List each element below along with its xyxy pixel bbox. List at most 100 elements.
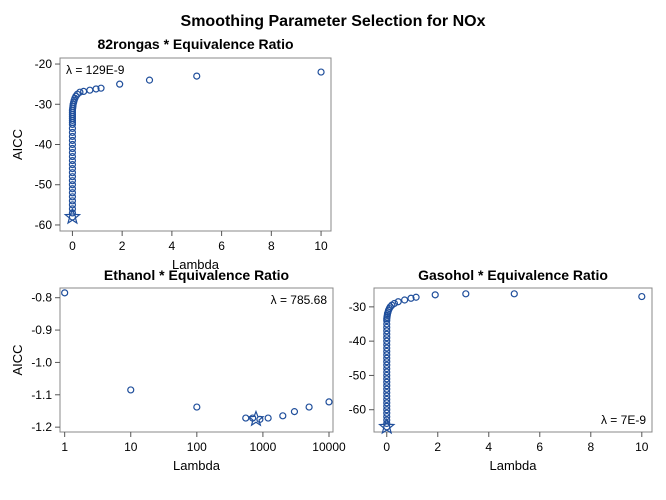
panel1-data-point [68,148,77,157]
panel3-data-point [383,358,391,366]
panel3-data-point [383,382,391,390]
panel1-x-axis-label: Lambda [172,257,220,272]
panel2-selected-star-icon [247,409,265,427]
panel1-data-point [97,84,105,92]
panel3-data-point [383,399,391,407]
panel1-x-tick-label: 8 [268,239,275,253]
panel3-selected-star-icon [378,417,396,435]
panel1-x-tick-label: 2 [119,239,126,253]
panel3-data-point [383,392,391,400]
panel1-data-point [92,85,100,93]
panel2-data-point [279,412,287,420]
panel2-x-tick-label: 1000 [250,440,277,454]
panel3-data-point [394,298,402,306]
panel1-data-point [68,169,77,177]
panel1-data-point [317,68,325,76]
panel3-data-point [383,378,391,386]
panel1-data-point [68,156,77,165]
panel3-data-point [383,320,391,328]
panel1-data-point [68,177,77,185]
panel3-data-point [510,290,518,298]
panel1-data-point [72,92,80,100]
panel3-data-point [383,361,391,369]
panel1-data-point [68,144,77,153]
panel2-data-point [325,398,333,406]
panel3-data-point [383,364,391,373]
panel3-data-point [390,299,399,308]
panel3-y-tick-label: -30 [349,300,367,314]
panel3-x-tick-label: 10 [635,440,649,454]
panel2-y-tick-label: -1.0 [31,355,52,369]
panel3-plot-frame [373,287,653,433]
panel1-data-point [68,165,77,173]
panel1-data-point [86,86,94,94]
panel3-x-tick-label: 4 [485,440,492,454]
panel2-y-tick-label: -1.1 [31,388,52,402]
panel2-y-axis-label: AICC [10,344,25,375]
panel3-data-point [383,402,391,410]
panel3-data-point [383,344,391,352]
panel1-data-point [68,128,77,137]
panel3-data-point [383,375,391,383]
panel1-y-tick-label: -50 [35,178,53,192]
panel1-x-tick-label: 10 [314,239,328,253]
panel3-x-tick-label: 6 [536,440,543,454]
panel3-y-tick-label: -50 [349,368,367,382]
panel3-data-point [431,291,439,299]
panel3-data-point [383,354,391,362]
panel3-data-point [383,351,391,359]
panel3-lambda-annotation: λ = 7E-9 [601,413,646,427]
panel3-data-point [383,327,391,335]
panel3-data-point [383,347,391,356]
panel1-title: 82rongas * Equivalence Ratio [97,36,293,52]
panel1-data-point [68,205,77,213]
panel1-x-tick-label: 0 [69,239,76,253]
panel3-data-point [401,296,409,304]
panel1-data-point [68,136,77,145]
panel3-data-point [383,334,391,342]
panel2-x-tick-label: 10000 [312,440,346,454]
panel3-data-point [383,330,391,338]
panel2-data-point [242,414,250,422]
panel1-data-point [68,173,77,181]
panel2-y-tick-label: -0.8 [31,291,52,305]
panel3-data-point [383,409,391,417]
panel1-data-point [68,152,77,161]
panel1-y-axis-label: AICC [10,129,25,160]
panel3-title: Gasohol * Equivalence Ratio [418,267,608,283]
panel1-data-point [193,72,201,80]
panel1-y-tick-label: -40 [35,138,53,152]
panel1-data-point [68,132,77,141]
panel1-selected-star-icon [63,207,82,225]
panel1-y-tick-label: -20 [35,57,53,71]
panel1-x-tick-label: 6 [218,239,225,253]
panel2-data-point [305,403,313,411]
panel1-lambda-annotation: λ = 129E-9 [66,63,125,77]
panel1-data-point [80,87,88,95]
panel2-title: Ethanol * Equivalence Ratio [104,267,289,283]
panel3-data-point [383,371,391,380]
panel3-data-point [383,340,391,349]
panel3-data-point [383,368,391,376]
panel1-data-point [68,189,77,197]
panel3-data-point [383,406,391,414]
panel3-y-tick-label: -40 [349,334,367,348]
panel2-x-tick-label: 100 [187,440,207,454]
panel1-data-point [145,76,154,84]
panel1-data-point [68,161,77,169]
panel1-y-tick-label: -30 [35,97,53,111]
panel1-y-tick-label: -60 [35,218,53,232]
panel2-lambda-annotation: λ = 785.68 [271,293,328,307]
panel2-x-tick-label: 10 [124,440,138,454]
figure-title: Smoothing Parameter Selection for NOx [181,13,486,30]
panel3-x-tick-label: 0 [383,440,390,454]
panel3-data-point [383,388,391,397]
panel3-data-point [383,323,391,332]
panel1-data-point [116,80,124,88]
panel3-data-point [383,395,391,404]
panel3-data-point [407,294,415,302]
panel3-data-point [462,290,470,298]
panel3-y-tick-label: -60 [349,403,367,417]
panel1-data-point [68,181,77,189]
